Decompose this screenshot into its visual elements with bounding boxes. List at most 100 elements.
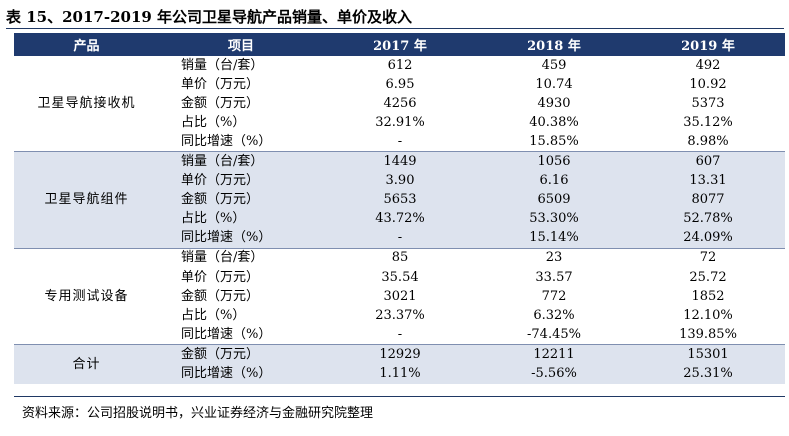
value-cell: 4256 <box>383 95 417 111</box>
bottom-rule <box>14 396 785 397</box>
value-cell: 6.16 <box>477 171 631 191</box>
value-cell: 53.30% <box>477 209 631 229</box>
header-row: 产品 项目 2017 年 2018 年 2019 年 <box>14 33 785 56</box>
metric-cell: 同比增速（%） <box>159 228 323 249</box>
table-row: 单价（万元） 3.90 6.16 13.31 <box>14 171 785 191</box>
value-cell: 1056 <box>477 151 631 172</box>
table-row: 同比增速（%） - -74.45% 139.85% <box>14 325 785 345</box>
value-cell: -74.45% <box>527 326 581 342</box>
value-cell: 52.78% <box>631 209 785 229</box>
value-cell: 13.31 <box>631 171 785 191</box>
data-table: 产品 项目 2017 年 2018 年 2019 年 卫星导航接收机销量（台/套… <box>14 33 785 384</box>
value-cell: 772 <box>541 288 567 304</box>
table-row: 卫星导航接收机 销量（台/套） 612 459 492 <box>14 56 785 111</box>
header-2018: 2018 年 <box>477 33 631 56</box>
value-cell: 25.31% <box>631 364 785 384</box>
metric-cell: 同比增速（%） <box>181 326 272 342</box>
product-cell: 卫星导航接收机 <box>37 95 136 111</box>
value-cell: 32.91% <box>375 114 425 130</box>
value-cell: 40.38% <box>529 114 579 130</box>
metric-cell: 同比增速（%） <box>159 364 323 384</box>
value-cell: 8077 <box>631 190 785 210</box>
value-cell: 3.90 <box>323 171 477 191</box>
metric-cell: 金额（万元） <box>181 95 260 111</box>
value-cell: 15.85% <box>529 133 579 149</box>
value-cell: 15301 <box>631 344 785 365</box>
value-cell: 5373 <box>691 95 725 111</box>
value-cell: 607 <box>631 151 785 172</box>
value-cell: 35.54 <box>381 269 419 285</box>
metric-cell: 金额（万元） <box>159 344 323 365</box>
metric-cell: 销量（台/套） <box>181 57 264 73</box>
table-row: 金额（万元） 5653 6509 8077 <box>14 190 785 210</box>
value-cell: 25.72 <box>689 269 727 285</box>
value-cell: 85 <box>323 247 477 269</box>
value-cell: 8.98% <box>687 133 729 149</box>
value-cell: 492 <box>695 57 721 73</box>
table-body: 卫星导航接收机 销量（台/套） 612 459 492 单价（万元） 6.95 10.74 10… <box>14 56 785 384</box>
product-cell: 卫星导航组件 <box>14 151 159 249</box>
metric-cell: 金额（万元） <box>159 190 323 210</box>
metric-cell: 同比增速（%） <box>181 133 272 149</box>
value-cell: 1449 <box>323 151 477 172</box>
metric-cell: 占比（%） <box>181 114 246 130</box>
value-cell: -5.56% <box>477 364 631 384</box>
value-cell: 6.32% <box>533 307 575 323</box>
value-cell: 6509 <box>477 190 631 210</box>
value-cell: 1.11% <box>323 364 477 384</box>
value-cell: 5653 <box>323 190 477 210</box>
metric-cell: 单价（万元） <box>159 171 323 191</box>
source-note: 资料来源：公司招股说明书，兴业证券经济与金融研究院整理 <box>22 406 374 421</box>
header-product: 产品 <box>14 33 159 56</box>
value-cell: 139.85% <box>679 326 737 342</box>
table-title: 表 15、2017-2019 年公司卫星导航产品销量、单价及收入 <box>6 8 413 26</box>
value-cell: 4930 <box>537 95 571 111</box>
title-rule <box>6 28 784 29</box>
table-row: 金额（万元） 3021 772 1852 <box>14 287 785 306</box>
table-row: 占比（%） 43.72% 53.30% 52.78% <box>14 209 785 229</box>
value-cell: 43.72% <box>323 209 477 229</box>
metric-cell: 销量（台/套） <box>159 151 323 172</box>
value-cell: 459 <box>541 57 567 73</box>
value-cell: 72 <box>631 247 785 269</box>
value-cell: 10.74 <box>535 76 573 92</box>
value-cell: 12.10% <box>683 307 733 323</box>
value-cell: - <box>397 326 403 342</box>
table-row: 占比（%） 23.37% 6.32% 12.10% <box>14 306 785 325</box>
value-cell: 23 <box>477 247 631 269</box>
header-2019: 2019 年 <box>631 33 785 56</box>
value-cell: - <box>397 133 403 149</box>
header-2017: 2017 年 <box>323 33 477 56</box>
value-cell: 1852 <box>691 288 725 304</box>
table-row: 占比（%） 32.91% 40.38% 35.12% <box>14 113 785 132</box>
table-row: 同比增速（%） - 15.85% 8.98% <box>14 132 785 152</box>
metric-cell: 占比（%） <box>181 307 246 323</box>
value-cell: 35.12% <box>683 114 733 130</box>
table-row: 单价（万元） 6.95 10.74 10.92 <box>14 75 785 94</box>
table-row: 卫星导航组件 销量（台/套） 1449 1056 607 <box>14 151 785 249</box>
value-cell: 612 <box>387 57 413 73</box>
value-cell: 23.37% <box>375 307 425 323</box>
value-cell: 10.92 <box>689 76 727 92</box>
table-row: 金额（万元） 4256 4930 5373 <box>14 94 785 113</box>
metric-cell: 单价（万元） <box>181 76 260 92</box>
value-cell: 15.14% <box>477 228 631 249</box>
value-cell: 12211 <box>477 344 631 365</box>
value-cell: 24.09% <box>631 228 785 249</box>
metric-cell: 金额（万元） <box>181 288 260 304</box>
value-cell: 3021 <box>383 288 417 304</box>
table-row: 同比增速（%） -15.14% 24.09% <box>14 228 785 249</box>
metric-cell: 销量（台/套） <box>159 247 323 269</box>
metric-cell: 单价（万元） <box>181 269 260 285</box>
header-metric: 项目 <box>159 33 323 56</box>
table-row: 合计 金额（万元） 12929 12211 15301 <box>14 344 785 384</box>
metric-cell: 占比（%） <box>159 209 323 229</box>
table-row: 同比增速（%） 1.11% -5.56% 25.31% <box>14 364 785 384</box>
product-cell: 合计 <box>14 344 159 384</box>
value-cell: - <box>323 228 477 249</box>
value-cell: 33.57 <box>535 269 573 285</box>
value-cell: 6.95 <box>385 76 415 92</box>
table-row: 单价（万元） 35.54 33.57 25.72 <box>14 268 785 287</box>
product-cell: 专用测试设备 <box>14 247 159 345</box>
table-row: 专用测试设备 销量（台/套） 85 23 72 <box>14 247 785 345</box>
